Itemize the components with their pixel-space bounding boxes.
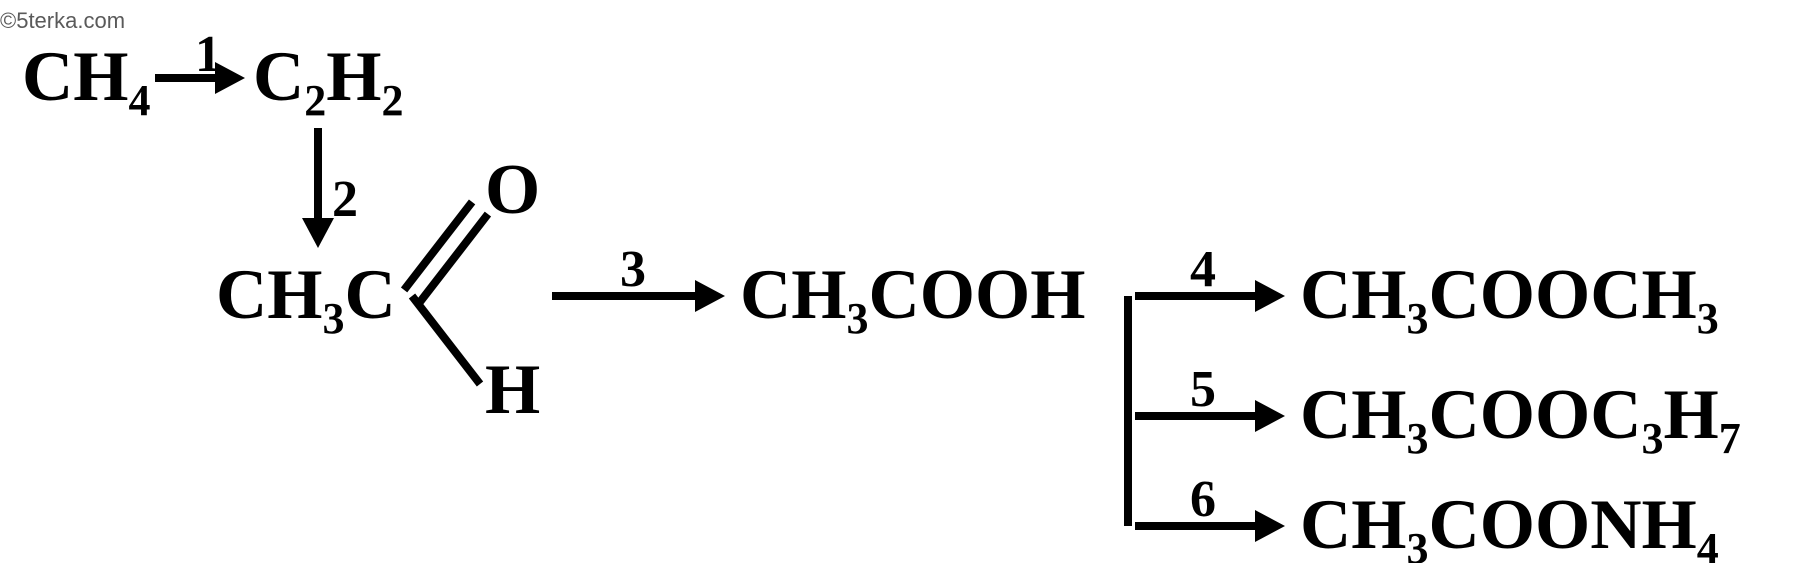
arrows-layer (0, 0, 1806, 563)
reaction-scheme: ©5terka.com CH4 C2H2 CH3C O H CH3COOH CH… (0, 0, 1806, 563)
